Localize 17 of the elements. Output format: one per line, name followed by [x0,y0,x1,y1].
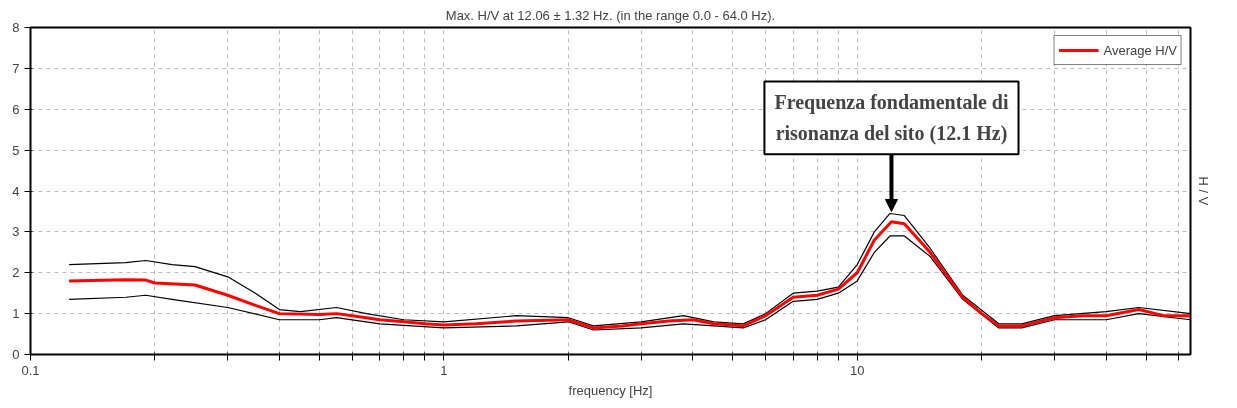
y-tick-label: 8 [12,20,20,35]
y-tick-label: 1 [12,306,20,322]
y-tick-label: 5 [12,142,20,158]
x-tick-label: 1 [440,362,448,378]
chart-title: Max. H/V at 12.06 ± 1.32 Hz. (in the range 0.0 - 64.0 Hz). [445,7,776,23]
y-tick-label: 7 [12,60,20,76]
y-tick-label: 2 [12,265,20,281]
y-tick-label: 0 [12,347,20,362]
legend-label: Average H/V [1103,42,1177,58]
x-axis-title: frequency [Hz] [568,382,653,398]
y-tick-label: 6 [12,101,20,117]
x-tick-label: 10 [850,362,865,378]
y-tick-label: 4 [12,183,20,199]
y-axis-title: H / V [1195,176,1211,206]
annotation: Frequenza fondamentale di risonanza del sito (12.1 Hz) [774,91,1009,146]
x-tick-label: 0.1 [21,362,40,378]
y-tick-label: 3 [12,224,20,240]
